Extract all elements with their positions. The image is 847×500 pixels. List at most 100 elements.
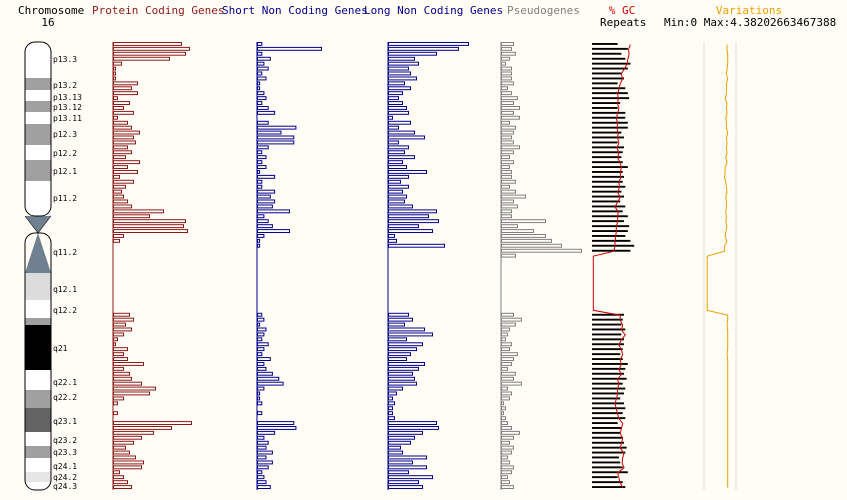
band-label: p11.2: [53, 194, 77, 203]
pseudogene-bar: [501, 46, 512, 51]
long-nc-bar: [388, 76, 417, 81]
long-nc-bar: [388, 332, 433, 337]
repeat-bar: [592, 377, 627, 380]
short-nc-bar: [257, 145, 269, 150]
pseudogene-bar: [501, 243, 562, 248]
pseudogene-bar: [501, 332, 508, 337]
short-nc-bar: [257, 174, 276, 179]
protein-bar: [113, 342, 116, 347]
band-label: q24.3: [53, 482, 77, 491]
pseudogene-bar: [501, 450, 512, 455]
long-nc-bar: [388, 224, 419, 229]
protein-bar: [113, 337, 118, 342]
band-label: p13.12: [53, 103, 82, 112]
short-nc-bar: [257, 101, 263, 105]
repeat-bar: [592, 185, 626, 188]
band-label: q11.2: [53, 248, 77, 257]
repeat-bar: [592, 175, 624, 178]
protein-bar: [113, 411, 118, 416]
long-nc-bar: [388, 401, 395, 406]
pseudogene-bar: [501, 145, 520, 150]
variations-line: [706, 44, 729, 488]
protein-bar: [113, 371, 130, 376]
pseudogene-bar: [501, 96, 518, 101]
short-nc-bar: [257, 445, 267, 450]
long-nc-bar: [388, 71, 411, 76]
short-nc-bar: [257, 475, 265, 480]
protein-bar: [113, 209, 164, 214]
short-nc-bar: [257, 352, 263, 357]
short-nc-bar: [257, 56, 271, 61]
long-nc-bar: [388, 81, 405, 86]
short-nc-bar: [257, 430, 276, 435]
band-label: p12.3: [53, 130, 77, 139]
protein-bar: [113, 485, 132, 490]
pseudogene-bar: [501, 440, 510, 445]
short-nc-bar: [257, 81, 261, 86]
protein-bar: [113, 145, 128, 150]
repeat-bar: [592, 402, 624, 405]
pseudogene-bar: [501, 81, 514, 86]
short-nc-bar: [257, 165, 267, 170]
pseudogene-bar: [501, 71, 512, 76]
pseudogene-bar: [501, 337, 506, 342]
long-nc-bar: [388, 362, 425, 366]
long-nc-bar: [388, 465, 427, 470]
pseudogene-bar: [501, 371, 516, 376]
pseudogene-bar: [501, 401, 504, 406]
repeat-bar: [592, 67, 628, 70]
pseudogene-bar: [501, 91, 512, 96]
pseudogene-bar: [501, 199, 514, 204]
protein-bar: [113, 150, 132, 155]
short-nc-bar: [257, 96, 267, 101]
long-nc-bar: [388, 347, 417, 352]
variations-label: Variations: [715, 4, 783, 17]
pseudogene-bar: [501, 106, 520, 110]
short-nc-bar: [257, 150, 263, 155]
pseudogene-bar: [501, 327, 510, 332]
repeat-bar: [592, 62, 631, 65]
long-nc-bar: [388, 357, 407, 362]
repeat-bar: [592, 121, 628, 124]
band-label: q22.1: [53, 378, 77, 387]
protein-bar: [113, 347, 128, 352]
short-nc-bar: [257, 401, 263, 406]
repeat-bar: [592, 333, 622, 336]
repeat-bar: [592, 471, 628, 474]
short-nc-bar: [257, 450, 273, 455]
long-nc-bar: [388, 312, 409, 317]
repeat-bar: [592, 461, 621, 464]
pseudogene-bar: [501, 61, 506, 66]
repeat-bar: [592, 466, 623, 469]
repeat-bar: [592, 210, 623, 213]
pseudogene-bar: [501, 135, 512, 140]
pseudogene-bar: [501, 115, 520, 120]
repeat-bar: [592, 111, 626, 114]
band-q11.2: [25, 273, 51, 300]
short-nc-bar: [257, 396, 261, 401]
pseudogene-bar: [501, 470, 512, 475]
short-nc-bar: [257, 71, 263, 76]
protein-bar: [113, 312, 130, 317]
long-nc-bar: [388, 194, 407, 199]
pseudogene-bar: [501, 234, 546, 238]
short-nc-bar: [257, 386, 265, 391]
long-nc-bar: [388, 229, 433, 234]
short-nc-bar: [257, 485, 271, 490]
long-nc-bar: [388, 140, 399, 145]
short-nc-bar: [257, 229, 290, 234]
pseudogene-bar: [501, 248, 582, 253]
long-nc-bar: [388, 342, 423, 347]
protein-bar: [113, 421, 192, 426]
repeat-bar: [592, 131, 622, 134]
short-nc-bar: [257, 204, 273, 209]
protein-bar: [113, 184, 126, 189]
long-nc-bar: [388, 46, 459, 51]
protein-bar: [113, 238, 120, 243]
repeat-bar: [592, 407, 626, 410]
band-q22.2: [25, 390, 51, 408]
protein-bar: [113, 381, 142, 386]
pseudogene-bar: [501, 214, 512, 219]
repeat-bar: [592, 72, 622, 75]
protein-bar: [113, 189, 122, 194]
